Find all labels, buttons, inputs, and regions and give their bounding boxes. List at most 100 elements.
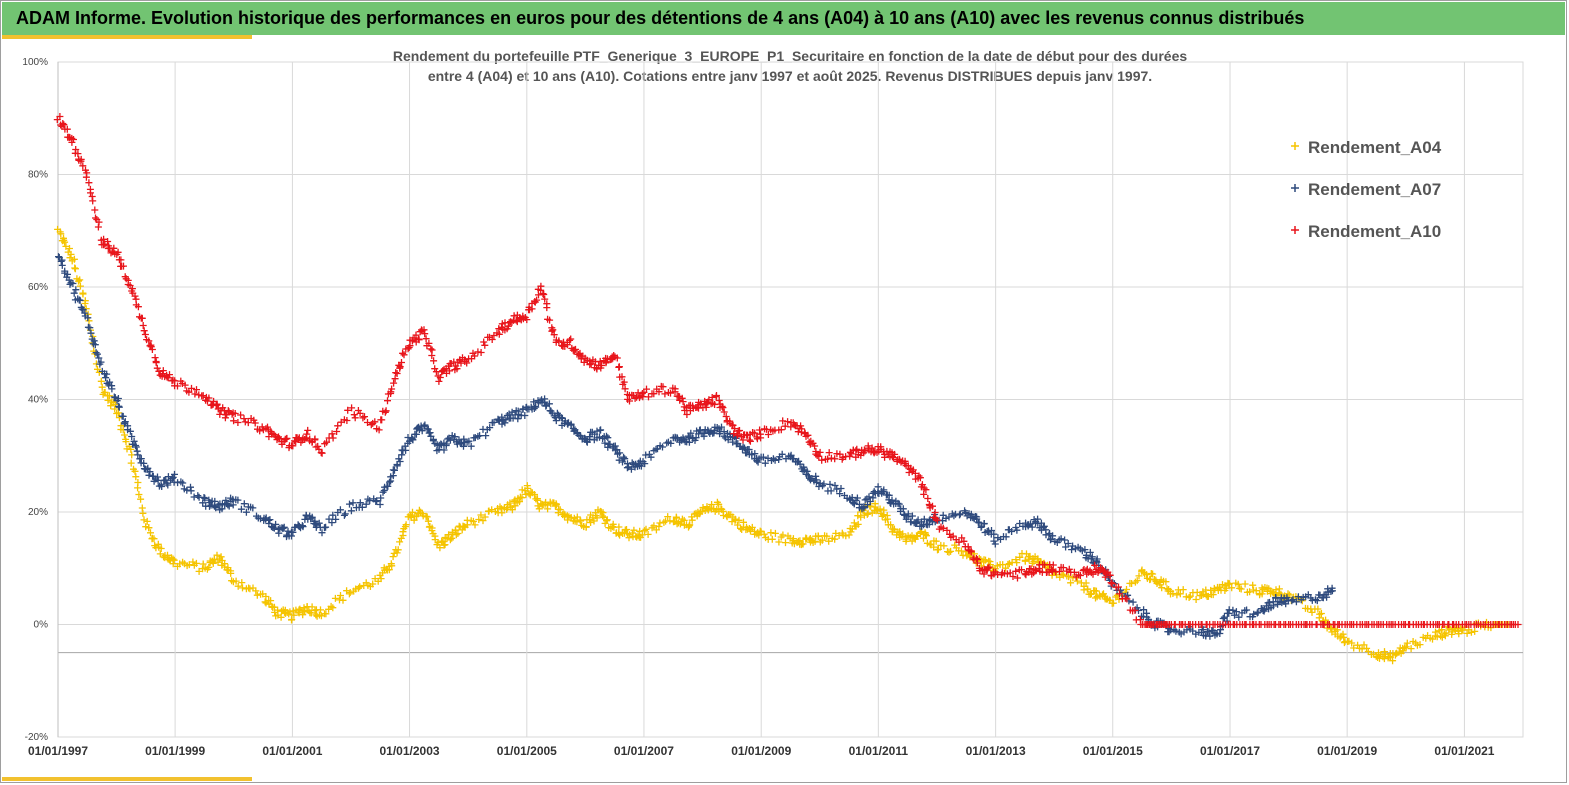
data-point-Rendement_A04 bbox=[603, 516, 611, 524]
data-point-Rendement_A04 bbox=[552, 500, 560, 508]
data-point-Rendement_A04 bbox=[1143, 571, 1150, 579]
data-point-Rendement_A10 bbox=[1514, 621, 1522, 628]
data-point-Rendement_A04 bbox=[1067, 579, 1075, 587]
data-point-Rendement_A04 bbox=[934, 545, 942, 553]
data-point-Rendement_A10 bbox=[1009, 573, 1017, 580]
data-point-Rendement_A10 bbox=[853, 445, 861, 453]
data-point-Rendement_A07 bbox=[815, 483, 823, 490]
data-point-Rendement_A04 bbox=[825, 537, 833, 545]
data-point-Rendement_A10 bbox=[488, 336, 496, 343]
data-point-Rendement_A10 bbox=[815, 452, 823, 460]
data-point-Rendement_A07 bbox=[692, 434, 700, 442]
data-point-Rendement_A07 bbox=[308, 513, 316, 521]
data-point-Rendement_A07 bbox=[853, 494, 861, 502]
data-point-Rendement_A04 bbox=[1128, 580, 1136, 587]
data-point-Rendement_A10 bbox=[359, 414, 367, 422]
legend-label-Rendement_A07: Rendement_A07 bbox=[1308, 180, 1441, 199]
data-point-Rendement_A10 bbox=[420, 326, 428, 334]
data-point-Rendement_A04 bbox=[477, 511, 485, 519]
data-point-Rendement_A04 bbox=[253, 591, 261, 599]
data-point-Rendement_A07 bbox=[164, 473, 172, 481]
data-point-Rendement_A07 bbox=[1269, 602, 1277, 610]
data-point-Rendement_A07 bbox=[685, 438, 693, 446]
data-point-Rendement_A10 bbox=[314, 442, 322, 450]
data-point-Rendement_A10 bbox=[390, 379, 398, 387]
data-point-Rendement_A04 bbox=[1092, 594, 1099, 602]
data-point-Rendement_A04 bbox=[666, 517, 674, 525]
data-point-Rendement_A10 bbox=[131, 292, 139, 300]
data-point-Rendement_A10 bbox=[756, 426, 764, 434]
data-point-Rendement_A07 bbox=[885, 491, 893, 499]
data-point-Rendement_A04 bbox=[1380, 655, 1388, 663]
chart-title-line-1: Rendement du portefeuille PTF_Generique_… bbox=[392, 48, 1188, 64]
x-tick-label: 01/01/2015 bbox=[1083, 744, 1143, 758]
data-point-Rendement_A04 bbox=[205, 563, 213, 571]
data-point-Rendement_A10 bbox=[610, 352, 618, 359]
data-point-Rendement_A07 bbox=[145, 471, 153, 479]
data-point-Rendement_A04 bbox=[1004, 560, 1012, 568]
data-point-Rendement_A10 bbox=[343, 417, 351, 424]
data-point-Rendement_A10 bbox=[148, 346, 156, 353]
data-point-Rendement_A10 bbox=[613, 354, 621, 362]
data-point-Rendement_A04 bbox=[533, 495, 541, 503]
data-point-Rendement_A10 bbox=[621, 385, 629, 393]
data-point-Rendement_A10 bbox=[446, 367, 453, 375]
data-point-Rendement_A07 bbox=[214, 501, 222, 509]
data-point-Rendement_A10 bbox=[537, 282, 545, 290]
data-point-Rendement_A04 bbox=[1298, 597, 1306, 605]
data-point-Rendement_A04 bbox=[1186, 592, 1194, 600]
data-point-Rendement_A07 bbox=[945, 513, 953, 521]
data-point-Rendement_A10 bbox=[955, 538, 963, 546]
data-point-Rendement_A04 bbox=[452, 531, 460, 539]
data-point-Rendement_A07 bbox=[925, 517, 933, 525]
data-point-Rendement_A04 bbox=[1080, 586, 1088, 594]
data-point-Rendement_A10 bbox=[720, 408, 728, 416]
data-point-Rendement_A10 bbox=[405, 344, 413, 351]
data-point-Rendement_A07 bbox=[95, 354, 103, 362]
data-point-Rendement_A04 bbox=[1317, 610, 1325, 617]
data-point-Rendement_A04 bbox=[185, 561, 193, 569]
data-point-Rendement_A07 bbox=[132, 443, 140, 451]
data-point-Rendement_A07 bbox=[396, 458, 404, 465]
data-point-Rendement_A07 bbox=[349, 499, 357, 507]
data-point-Rendement_A04 bbox=[377, 575, 385, 583]
data-point-Rendement_A07 bbox=[218, 505, 226, 513]
data-point-Rendement_A10 bbox=[228, 410, 236, 418]
data-point-Rendement_A04 bbox=[940, 542, 948, 550]
data-point-Rendement_A07 bbox=[126, 427, 134, 435]
data-point-Rendement_A10 bbox=[117, 256, 125, 264]
data-point-Rendement_A07 bbox=[409, 436, 417, 444]
data-point-Rendement_A10 bbox=[678, 394, 686, 402]
data-point-Rendement_A10 bbox=[87, 189, 94, 197]
data-point-Rendement_A07 bbox=[593, 427, 601, 435]
data-point-Rendement_A10 bbox=[523, 316, 531, 324]
data-point-Rendement_A07 bbox=[866, 498, 874, 505]
data-point-Rendement_A07 bbox=[956, 510, 964, 518]
data-point-Rendement_A10 bbox=[1012, 567, 1020, 575]
data-point-Rendement_A04 bbox=[145, 524, 153, 532]
data-point-Rendement_A07 bbox=[200, 494, 208, 501]
data-point-Rendement_A10 bbox=[943, 526, 951, 534]
data-point-Rendement_A10 bbox=[816, 448, 824, 456]
data-point-Rendement_A04 bbox=[932, 537, 940, 545]
data-point-Rendement_A07 bbox=[108, 385, 116, 393]
data-point-Rendement_A04 bbox=[214, 558, 222, 566]
data-point-Rendement_A10 bbox=[563, 341, 571, 349]
data-point-Rendement_A04 bbox=[1179, 586, 1187, 594]
data-point-Rendement_A04 bbox=[1364, 648, 1372, 655]
data-point-Rendement_A04 bbox=[445, 531, 453, 539]
data-point-Rendement_A07 bbox=[718, 423, 725, 431]
data-point-Rendement_A10 bbox=[289, 442, 297, 450]
data-point-Rendement_A07 bbox=[289, 528, 297, 536]
data-point-Rendement_A04 bbox=[66, 245, 73, 252]
data-point-Rendement_A10 bbox=[318, 449, 326, 457]
data-point-Rendement_A07 bbox=[1250, 610, 1258, 618]
data-point-Rendement_A10 bbox=[825, 449, 833, 457]
data-point-Rendement_A10 bbox=[399, 349, 407, 357]
data-point-Rendement_A04 bbox=[1403, 639, 1411, 647]
data-point-Rendement_A07 bbox=[569, 425, 577, 432]
data-point-Rendement_A04 bbox=[1399, 647, 1407, 655]
data-point-Rendement_A04 bbox=[97, 377, 105, 385]
data-point-Rendement_A04 bbox=[488, 506, 496, 514]
data-point-Rendement_A07 bbox=[1292, 598, 1300, 606]
